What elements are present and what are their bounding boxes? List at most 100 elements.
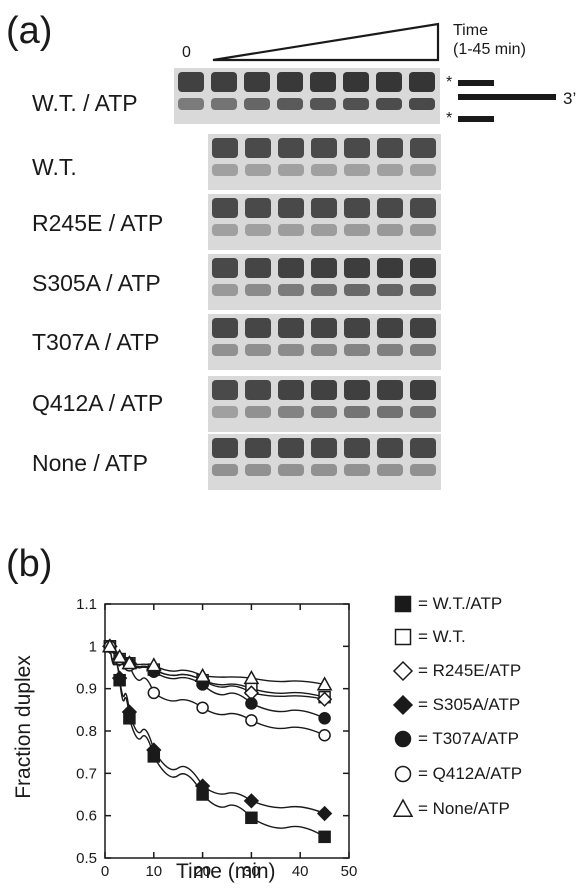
data-point-s305a-atp: [243, 793, 260, 809]
legend-label: = T307A/ATP: [418, 729, 519, 748]
x-tick-label: 0: [101, 863, 109, 880]
chart-fit-curves: [104, 645, 325, 838]
data-point-t307a-atp: [318, 712, 331, 725]
gel-band-product: [311, 224, 337, 236]
gel-band-substrate: [245, 138, 271, 158]
gel-band-substrate: [409, 72, 435, 92]
legend-marker: [394, 595, 412, 613]
legend-item: = Q412A/ATP: [392, 762, 522, 786]
gel-band-product: [410, 344, 436, 356]
chart-points: [102, 638, 333, 844]
gel-band-substrate: [343, 72, 369, 92]
gel-band-substrate: [245, 258, 271, 278]
gel-band-product: [278, 406, 304, 418]
gel-band-substrate: [178, 72, 204, 92]
legend-marker: [394, 730, 412, 748]
gel-band-substrate: [212, 380, 238, 400]
gel-band-product: [212, 224, 238, 236]
gel-band-product: [410, 464, 436, 476]
gel-band-product: [343, 98, 369, 110]
gel-band-product: [278, 284, 304, 296]
gel-band-product: [212, 164, 238, 176]
legend-label: = S305A/ATP: [418, 695, 521, 714]
product-strand: [458, 116, 494, 122]
gel-band-substrate: [410, 138, 436, 158]
gel-band-substrate: [377, 138, 403, 158]
gel-band-substrate: [344, 438, 370, 458]
x-axis-label: Time (min): [176, 860, 276, 883]
row-label-t307a-atp: T307A / ATP: [32, 329, 160, 355]
gel-band-product: [376, 98, 402, 110]
square-marker-icon: [394, 595, 412, 613]
y-tick-label: 0.6: [76, 808, 97, 825]
gel-band-product: [311, 164, 337, 176]
legend-marker: [392, 660, 414, 682]
gel-band-substrate: [311, 318, 337, 338]
y-tick-label: 0.9: [76, 681, 97, 698]
gel-band-product: [277, 98, 303, 110]
data-point-none-atp: [243, 669, 260, 685]
gel-band-product: [410, 284, 436, 296]
gel-band-product: [410, 224, 436, 236]
gel-band-substrate: [410, 198, 436, 218]
data-point-none-atp: [121, 655, 138, 670]
fit-curve-none-atp: [104, 645, 325, 686]
gel-band-product: [278, 224, 304, 236]
gel-band-product: [377, 344, 403, 356]
legend-item: = W.T.: [392, 625, 466, 649]
panel-a-label: (a): [6, 10, 53, 52]
legend-label: = W.T./ATP: [418, 594, 503, 613]
data-point-none-atp: [102, 638, 118, 653]
data-point-none-atp: [316, 676, 333, 691]
gel-band-substrate: [344, 138, 370, 158]
circle-marker-icon: [394, 730, 412, 748]
data-point-none-atp: [145, 657, 162, 672]
data-point-s305a-atp: [121, 704, 138, 720]
gel-band-product: [377, 284, 403, 296]
gel-band-product: [377, 464, 403, 476]
gel-band-substrate: [278, 138, 304, 158]
gel-band-product: [245, 164, 271, 176]
gel-band-substrate: [245, 380, 271, 400]
data-point-r245e-atp: [316, 691, 333, 707]
y-tick-label: 1: [89, 638, 97, 655]
gel-band-product: [244, 98, 270, 110]
y-axis-label: Fraction duplex: [12, 655, 35, 799]
gel-band-product: [211, 98, 237, 110]
x-tick-label: 30: [243, 863, 260, 880]
gel-band-substrate: [212, 138, 238, 158]
gel-band-substrate: [212, 198, 238, 218]
gel-band-product: [311, 284, 337, 296]
y-tick-label: 1.1: [76, 596, 97, 613]
gel-band-product: [377, 224, 403, 236]
row-label-wt-atp: W.T. / ATP: [32, 90, 138, 116]
gel-band-product: [278, 164, 304, 176]
gel-band-product: [212, 464, 238, 476]
gel-band-substrate: [377, 438, 403, 458]
gel-band-substrate: [278, 198, 304, 218]
gel-band-substrate: [377, 380, 403, 400]
gel-band-substrate: [278, 380, 304, 400]
data-point-none-atp: [111, 648, 128, 663]
y-tick-label: 0.8: [76, 723, 97, 740]
gel-band-substrate: [410, 438, 436, 458]
data-point-s305a-atp: [194, 778, 211, 794]
gel-band-product: [245, 406, 271, 418]
legend-item: = None/ATP: [392, 797, 510, 821]
gel-band-substrate: [245, 438, 271, 458]
x-tick-label: 50: [341, 863, 358, 880]
fit-curve-r245e-atp: [104, 645, 325, 700]
legend-label: = R245E/ATP: [418, 661, 522, 680]
x-tick-label: 20: [194, 863, 211, 880]
gel-band-substrate: [344, 198, 370, 218]
legend-label: = Q412A/ATP: [418, 764, 523, 783]
legend-marker: [392, 798, 414, 817]
data-point-w-t-atp: [245, 811, 258, 825]
gel-band-product: [212, 406, 238, 418]
fit-curve-t307a-atp: [104, 645, 325, 719]
gel-band-product: [212, 344, 238, 356]
gel-band-substrate: [244, 72, 270, 92]
x-tick-label: 40: [292, 863, 309, 880]
gel-band-product: [245, 464, 271, 476]
